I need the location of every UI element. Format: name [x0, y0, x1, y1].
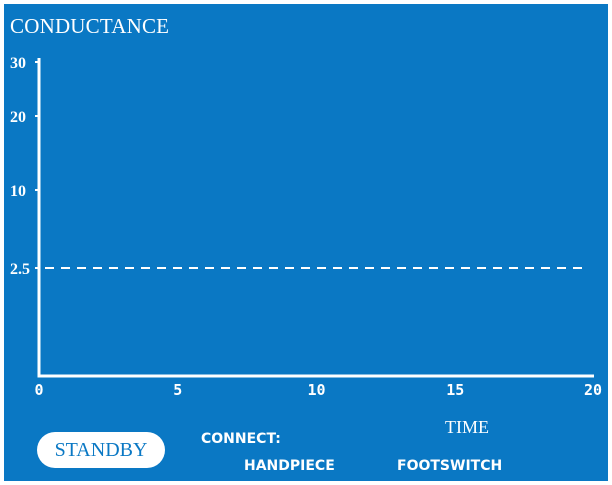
x-tick-label: 5: [173, 381, 182, 399]
x-tick-label: 0: [34, 381, 43, 399]
x-tick-label: 15: [446, 381, 464, 399]
y-tick-label: 10: [10, 183, 26, 200]
y-tick-label: 2.5: [10, 261, 30, 278]
standby-button[interactable]: STANDBY: [37, 432, 165, 468]
x-axis-label: TIME: [445, 417, 489, 437]
connect-label: CONNECT:: [201, 431, 281, 447]
y-tick-label: 20: [10, 109, 26, 126]
handpiece-status: HANDPIECE: [244, 458, 335, 474]
conductance-screen: CONDUCTANCE 30 20 10 2.5 0 5 10 15 20 TIME STAN…: [4, 4, 608, 481]
chart-title: CONDUCTANCE: [10, 14, 170, 38]
conductance-plot: 30 20 10 2.5 0 5 10 15 20: [10, 55, 602, 399]
footswitch-status: FOOTSWITCH: [397, 458, 503, 474]
x-tick-label: 10: [307, 381, 325, 399]
x-tick-label: 20: [584, 381, 602, 399]
y-tick-label: 30: [10, 55, 26, 72]
